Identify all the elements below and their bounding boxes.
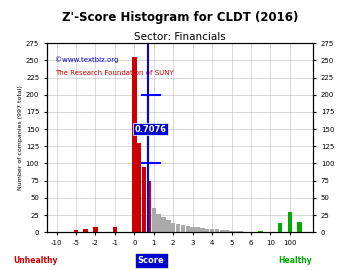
Text: Z'-Score Histogram for CLDT (2016): Z'-Score Histogram for CLDT (2016) <box>62 11 298 24</box>
Bar <box>156 214 161 232</box>
Text: Unhealthy: Unhealthy <box>14 256 58 265</box>
Bar <box>278 223 282 232</box>
Bar <box>181 225 185 232</box>
Text: ©www.textbiz.org: ©www.textbiz.org <box>55 56 118 63</box>
Bar <box>84 229 88 232</box>
Text: 0.7076: 0.7076 <box>134 125 166 134</box>
Bar <box>268 231 273 232</box>
Bar <box>185 226 190 232</box>
Bar <box>253 231 258 232</box>
Bar <box>54 231 59 232</box>
Bar <box>205 229 210 232</box>
Bar <box>142 167 146 232</box>
Bar <box>200 228 204 232</box>
Bar <box>171 222 175 232</box>
Y-axis label: Number of companies (997 total): Number of companies (997 total) <box>18 85 23 190</box>
Bar <box>220 230 224 232</box>
Text: Healthy: Healthy <box>278 256 312 265</box>
Bar <box>147 181 151 232</box>
Text: The Research Foundation of SUNY: The Research Foundation of SUNY <box>55 70 174 76</box>
Bar <box>249 231 253 232</box>
Bar <box>239 231 243 232</box>
Bar <box>244 231 248 232</box>
Bar <box>64 231 68 232</box>
Bar <box>152 208 156 232</box>
Bar <box>74 230 78 232</box>
Bar <box>195 227 200 232</box>
Bar <box>176 224 180 232</box>
Bar <box>224 230 229 232</box>
Bar <box>288 212 292 232</box>
Bar <box>297 222 302 232</box>
Bar <box>93 227 98 232</box>
Text: Sector: Financials: Sector: Financials <box>134 32 226 42</box>
Bar <box>215 230 219 232</box>
Bar <box>113 227 117 232</box>
Bar <box>161 217 166 232</box>
Bar <box>234 231 239 232</box>
Bar <box>137 143 141 232</box>
Bar <box>229 231 234 232</box>
Text: Score: Score <box>138 256 165 265</box>
Bar <box>132 57 136 232</box>
Bar <box>210 229 214 232</box>
Bar <box>258 231 263 232</box>
Bar <box>190 227 195 232</box>
Bar <box>166 220 171 232</box>
